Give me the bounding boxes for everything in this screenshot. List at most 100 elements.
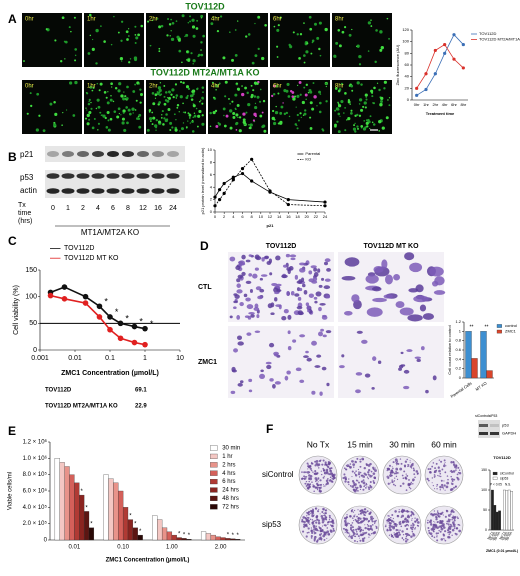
- cell: [232, 112, 236, 116]
- cell: [245, 111, 248, 114]
- colony: [357, 516, 360, 520]
- colony: [362, 520, 365, 522]
- cell: [365, 98, 368, 101]
- colony: [315, 479, 318, 482]
- cell: [198, 109, 202, 114]
- colony: [435, 532, 438, 535]
- series-line: [416, 44, 464, 89]
- cell: [303, 86, 306, 89]
- colony: [367, 473, 370, 476]
- data-point: [47, 292, 54, 299]
- blot-label: actin: [20, 186, 37, 195]
- colony: [399, 484, 402, 487]
- cell: [313, 267, 318, 272]
- colony: [457, 517, 459, 520]
- cell: [376, 82, 379, 84]
- micrograph: [228, 252, 334, 322]
- colony: [325, 483, 328, 486]
- cell: [337, 102, 340, 105]
- bar: [171, 534, 177, 541]
- colony: [440, 483, 444, 487]
- cell: [161, 110, 164, 113]
- colony: [431, 482, 433, 484]
- cell: [169, 35, 171, 37]
- table-cell: TOV112D: [45, 388, 72, 394]
- bar: [471, 358, 478, 379]
- cell: [282, 264, 288, 268]
- chart-title: TOV112D: [493, 455, 511, 460]
- cell: [299, 267, 306, 273]
- colony: [357, 473, 361, 476]
- colony: [410, 481, 413, 484]
- cell: [248, 389, 253, 393]
- colony: [447, 519, 451, 523]
- cell: [354, 130, 357, 133]
- colony: [322, 467, 325, 470]
- cell: [88, 13, 92, 17]
- cell: [197, 114, 201, 118]
- bar: [103, 474, 109, 541]
- colony: [317, 521, 321, 525]
- band: [136, 188, 150, 194]
- colony: [385, 524, 387, 526]
- cell: [254, 105, 258, 110]
- data-point: [213, 195, 217, 199]
- colony: [454, 526, 456, 528]
- data-point: [107, 314, 113, 320]
- cell: [234, 54, 238, 57]
- blot-label: p53: [20, 173, 34, 182]
- colony: [314, 470, 317, 473]
- band: [152, 151, 164, 157]
- colony: [408, 479, 410, 481]
- colony: [310, 513, 312, 515]
- cell: [254, 303, 259, 309]
- colony: [429, 468, 432, 471]
- column-header: No Tx: [307, 439, 330, 449]
- colony: [321, 525, 324, 527]
- colony: [395, 534, 399, 537]
- colony: [320, 459, 322, 461]
- colony: [346, 516, 348, 518]
- cell: [249, 289, 253, 293]
- colony: [451, 519, 453, 521]
- cell: [259, 100, 262, 103]
- cell: [191, 130, 195, 133]
- colony: [326, 537, 328, 539]
- colony: [414, 476, 416, 479]
- data-point: [222, 181, 226, 186]
- colony: [332, 527, 335, 530]
- cell: [358, 103, 361, 105]
- cell: [134, 25, 137, 28]
- colony: [359, 512, 362, 515]
- colony: [433, 474, 436, 476]
- cell: [381, 126, 385, 130]
- colony: [394, 477, 396, 479]
- colony: [310, 536, 313, 539]
- colony: [366, 523, 369, 526]
- colony: [440, 524, 443, 528]
- colony: [316, 488, 319, 491]
- cell: [61, 124, 63, 126]
- colony: [369, 534, 371, 536]
- colony: [454, 485, 457, 488]
- colony: [355, 479, 358, 482]
- colony: [351, 470, 354, 473]
- colony: [322, 469, 325, 472]
- colony: [450, 525, 453, 528]
- cell: [187, 120, 189, 122]
- cell: [395, 301, 405, 308]
- colony: [392, 461, 395, 464]
- colony: [393, 532, 395, 534]
- cell: [202, 34, 206, 38]
- cell: [275, 283, 282, 287]
- cell: [245, 297, 251, 302]
- cell: [254, 102, 257, 105]
- bar: [235, 539, 241, 541]
- colony: [368, 488, 371, 491]
- colony: [406, 510, 409, 512]
- cell: [246, 304, 254, 310]
- colony: [451, 482, 454, 486]
- cell: [312, 82, 315, 85]
- colony: [433, 476, 436, 478]
- significance: *: [81, 489, 84, 495]
